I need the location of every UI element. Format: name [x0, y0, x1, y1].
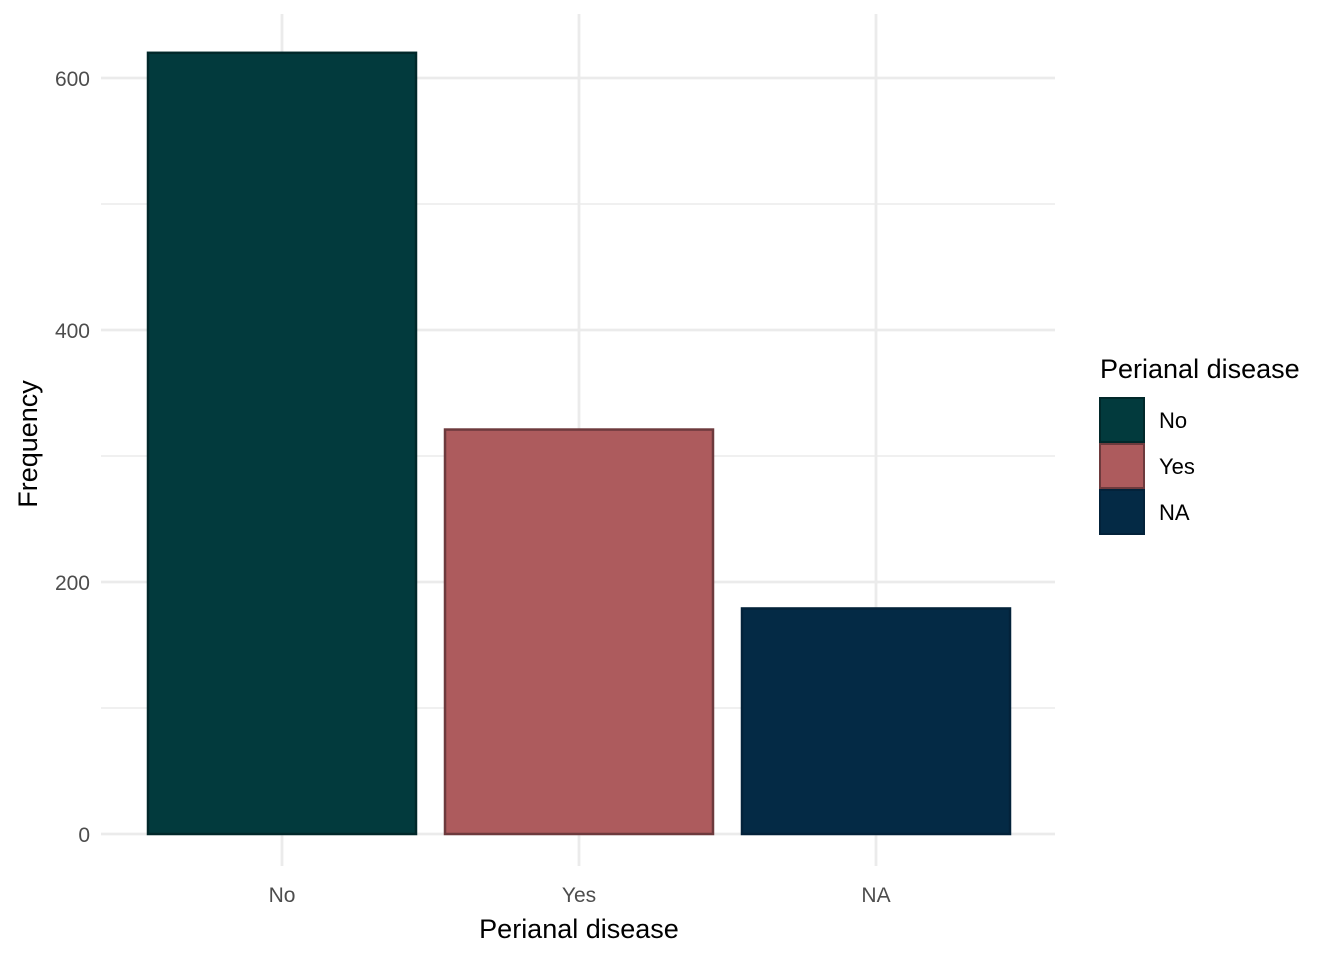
y-axis-title: Frequency: [13, 380, 43, 508]
x-tick-label: Yes: [562, 884, 596, 907]
bar-yes: [443, 428, 715, 836]
y-tick-label: 0: [78, 824, 90, 847]
legend-items: No Yes NA: [1099, 397, 1195, 535]
x-tick-label: No: [269, 884, 296, 907]
legend-key-no: [1099, 397, 1145, 443]
bar-na: [740, 607, 1012, 836]
bars-layer: [146, 51, 1012, 836]
y-tick-label: 200: [55, 572, 90, 595]
legend-key-yes: [1099, 443, 1145, 489]
legend-title: Perianal disease: [1100, 354, 1300, 384]
legend-label-yes: Yes: [1159, 454, 1195, 479]
x-axis-ticks: No Yes NA: [269, 884, 891, 907]
x-tick-label: NA: [861, 884, 890, 907]
legend-label-na: NA: [1159, 500, 1190, 525]
y-tick-label: 600: [55, 68, 90, 91]
legend-label-no: No: [1159, 408, 1187, 433]
legend-key-na: [1099, 489, 1145, 535]
bar-no: [146, 51, 418, 836]
x-axis-title: Perianal disease: [479, 914, 679, 944]
legend: Perianal disease No Yes NA: [1099, 354, 1300, 535]
y-axis-ticks: 0 200 400 600: [55, 68, 90, 847]
y-tick-label: 400: [55, 320, 90, 343]
